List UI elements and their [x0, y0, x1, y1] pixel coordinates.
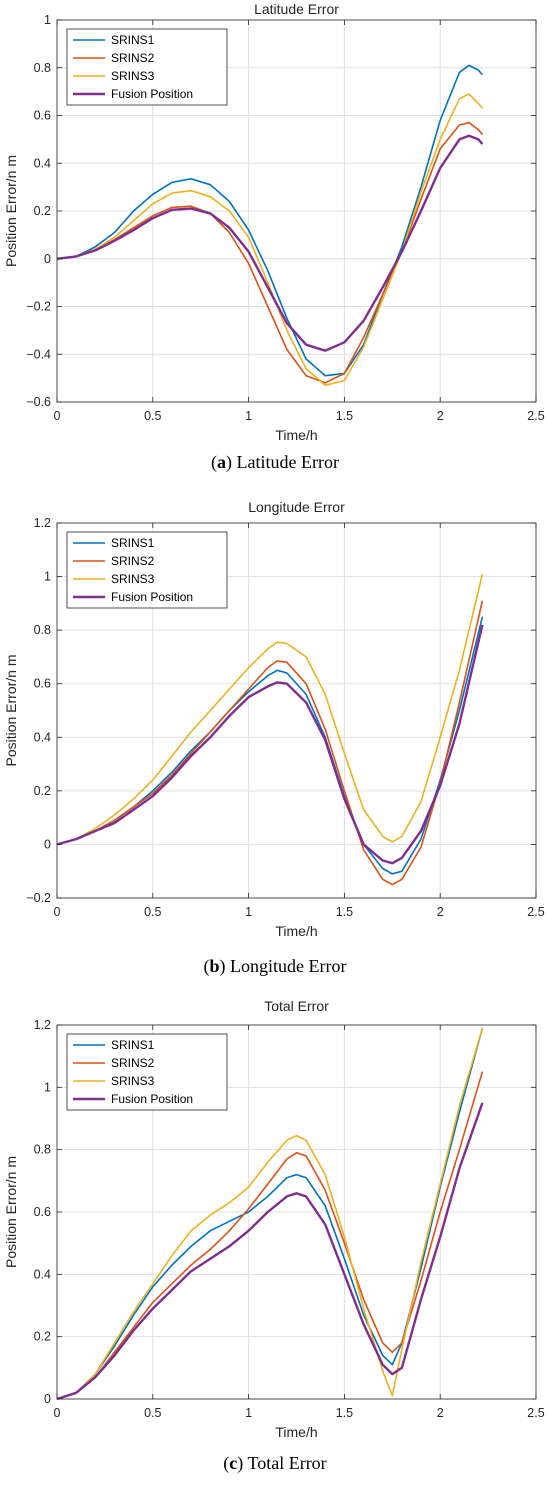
y-tick-label: −0.4 — [26, 347, 51, 361]
x-tick-label: 1.5 — [336, 1406, 353, 1420]
legend-entry: Fusion Position — [111, 1092, 193, 1106]
x-tick-label: 0.5 — [144, 409, 161, 423]
axes-box — [56, 522, 537, 899]
chart-title: Total Error — [264, 998, 329, 1014]
chart-panel-longitude: 0 0.5 1 1.5 2 2.5 −0.2 0 0.2 0.4 0.6 0.8 1 1.2 Longitu… — [0, 494, 550, 946]
y-tick-label: 0.2 — [34, 1330, 51, 1344]
x-tick-label: 0.5 — [144, 1406, 161, 1420]
chart-longitude-error: 0 0.5 1 1.5 2 2.5−0.200.20.40.60.811.2Longitu… — [3, 499, 545, 939]
legend: SRINS1 SRINS2 SRINS3 Fusion Position — [66, 28, 228, 106]
legend-entry: SRINS3 — [111, 572, 155, 586]
x-tick-label: 2.5 — [527, 905, 544, 919]
series-line-srins3 — [56, 1027, 484, 1400]
x-tick-label: 0 — [54, 905, 61, 919]
chart-panel-latitude: 0 0.5 1 1.5 2 2.5 −0.6 −0.4 −0.2 0 0.2 0.4 0.6 0.8 1 La… — [0, 0, 550, 448]
chart-panel-total: 0 0.5 1 1.5 2 2.5 0 0.2 0.4 0.6 0.8 1 1.2 Total Error… — [0, 996, 550, 1446]
series-line-srins2 — [56, 121, 484, 384]
series-line-fusion-position — [56, 1102, 484, 1401]
y-tick-label: 0.6 — [34, 109, 51, 123]
legend-box — [66, 1033, 228, 1111]
x-tick-label: 2 — [437, 409, 444, 423]
x-axis-label: Time/h — [275, 1424, 317, 1440]
x-tick-label: 0 — [54, 409, 61, 423]
legend-entry: SRINS2 — [111, 554, 155, 568]
x-tick-label: 0.5 — [144, 905, 161, 919]
caption-letter: a — [217, 452, 227, 472]
x-tick-label: 2.5 — [527, 409, 544, 423]
x-tick-label: 1 — [245, 1406, 252, 1420]
x-tick-label: 1 — [245, 905, 252, 919]
y-tick-label: −0.2 — [26, 891, 51, 905]
y-tick-label: 1.2 — [34, 516, 51, 530]
caption-total: (c) Total Error — [223, 1453, 327, 1473]
legend-entry: SRINS3 — [111, 1074, 155, 1088]
series-line-srins2 — [56, 1071, 484, 1400]
y-tick-label: 0 — [44, 252, 51, 266]
caption-letter: c — [229, 1453, 238, 1473]
legend-entry: SRINS1 — [111, 33, 155, 47]
y-tick-label: 1 — [44, 13, 51, 27]
x-tick-label: 2.5 — [527, 1406, 544, 1420]
x-tick-label: 1.5 — [336, 905, 353, 919]
caption-letter: b — [209, 956, 220, 976]
y-tick-label: 0.6 — [34, 1205, 51, 1219]
legend-entry: SRINS2 — [111, 1056, 155, 1070]
x-tick-label: 0 — [54, 1406, 61, 1420]
chart-latitude-error: 0 0.5 1 1.5 2 2.5 −0.6 −0.4 −0.2 0 0.2 0.4 0.6 0.8 1 La… — [3, 1, 545, 443]
y-tick-label: 0 — [44, 837, 51, 851]
caption-text: Latitude Error — [236, 452, 339, 472]
legend-entry: SRINS1 — [111, 536, 155, 550]
y-tick-label: 0.8 — [34, 1143, 51, 1157]
series-line-srins1 — [56, 64, 484, 377]
y-tick-label: 0.8 — [34, 623, 51, 637]
chart-total-error: 0 0.5 1 1.5 2 2.5 0 0.2 0.4 0.6 0.8 1 1.2 Total Error… — [3, 998, 545, 1440]
y-tick-label: 0.2 — [34, 784, 51, 798]
x-tick-label: 2 — [437, 905, 444, 919]
y-tick-label: 0.4 — [34, 730, 51, 744]
x-axis-label: Time/h — [275, 427, 317, 443]
x-tick-label: 1 — [245, 409, 252, 423]
legend-entry: SRINS3 — [111, 69, 155, 83]
y-tick-label: 0.2 — [34, 204, 51, 218]
series-line-fusion-position — [56, 624, 484, 865]
y-axis-label: Position Error/n m — [3, 1156, 19, 1268]
legend: SRINS1 SRINS2 SRINS3 Fusion Position — [66, 531, 228, 609]
x-tick-label: 2 — [437, 1406, 444, 1420]
caption-latitude: (a) Latitude Error — [211, 452, 339, 472]
y-axis-label: Position Error/n m — [3, 654, 19, 766]
legend: SRINS1 SRINS2 SRINS3 Fusion Position — [66, 1033, 228, 1111]
series-line-fusion-position — [56, 134, 484, 352]
y-tick-label: 1.2 — [34, 1018, 51, 1032]
y-tick-label: 1 — [44, 1080, 51, 1094]
legend-entry: Fusion Position — [111, 590, 193, 604]
y-axis-label: Position Error/n m — [3, 155, 19, 267]
chart-title: Latitude Error — [254, 1, 339, 17]
legend-entry: SRINS1 — [111, 1038, 155, 1052]
caption-text: Longitude Error — [230, 956, 347, 976]
y-tick-label: −0.6 — [26, 395, 51, 409]
y-tick-label: 0.8 — [34, 61, 51, 75]
caption-longitude: (b) Longitude Error — [203, 956, 347, 976]
chart-title: Longitude Error — [248, 499, 345, 515]
caption-text: Total Error — [247, 1453, 327, 1473]
series-line-srins2 — [56, 600, 484, 886]
y-tick-label: 1 — [44, 570, 51, 584]
y-tick-label: 0.6 — [34, 677, 51, 691]
y-tick-label: 0 — [44, 1392, 51, 1406]
y-tick-label: 0.4 — [34, 1267, 51, 1281]
y-tick-label: −0.2 — [26, 300, 51, 314]
series-line-srins3 — [56, 573, 484, 846]
x-axis-label: Time/h — [275, 923, 317, 939]
legend-box — [66, 531, 228, 609]
y-tick-label: 0.4 — [34, 156, 51, 170]
legend-box — [66, 28, 228, 106]
x-tick-label: 1.5 — [336, 409, 353, 423]
legend-entry: Fusion Position — [111, 87, 193, 101]
series-line-srins3 — [56, 93, 484, 387]
legend-entry: SRINS2 — [111, 51, 155, 65]
